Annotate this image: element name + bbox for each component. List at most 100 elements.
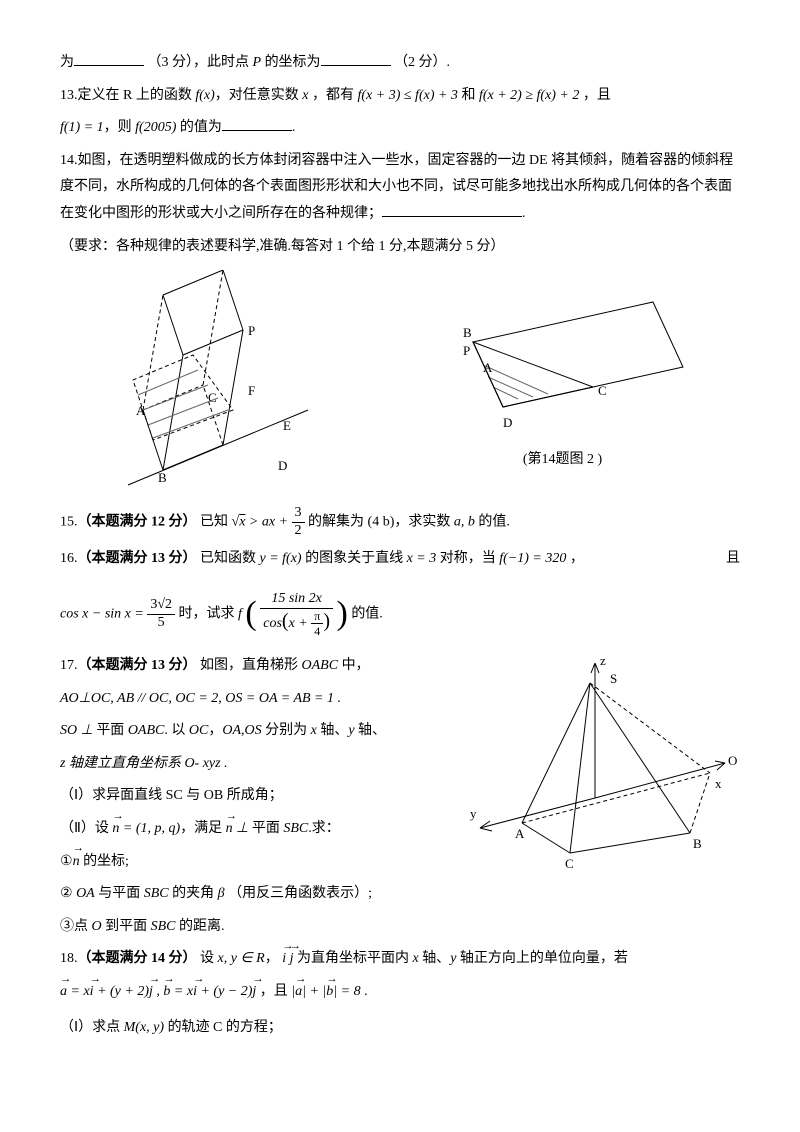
lbl-P: P [463,343,470,358]
frac-3-2: 32 [292,505,305,540]
pts: （本题满分 14 分） [78,951,197,966]
q14-figure-2-wrap: B P A C D (第14题图 2 ) [433,287,693,474]
eq2: f(x + 2) ≥ f(x) + 2 [479,88,579,103]
lbl-A: A [483,360,493,375]
q17: 17.（本题满分 13 分） 如图，直角梯形 OABC 中， AO⊥OC, AB… [60,653,740,946]
q18-l2: a = xi + (y + 2)j , b = xi + (y − 2)j ，且… [60,979,740,1006]
t: 时，试求 [179,607,239,622]
t: 对称，当 [436,551,499,566]
num: 15. [60,515,78,530]
f2005: f(2005) [135,120,176,135]
t: 的解集为 (4 b)，求实数 [308,515,454,530]
l2: AO⊥OC, AB // OC, OC = 2, OS = OA = AB = … [60,691,341,706]
t: ， [566,551,584,566]
blank [74,51,144,66]
t: 的坐标为 [265,55,321,70]
svg-text:x: x [715,776,722,791]
t: ，且 [579,88,611,103]
pts: （本题满分 12 分） [78,515,197,530]
q13: 13.定义在 R 上的函数 f(x)，对任意实数 x ，都有 f(x + 3) … [60,83,740,110]
q12-tail: 为 （3 分），此时点 P 的坐标为 （2 分）. [60,50,740,77]
l4: z 轴建立直角坐标系 O- xyz . [60,756,228,771]
t: 的值为 [176,120,222,135]
lbl-C: C [208,390,217,405]
eq1: f(x + 3) ≤ f(x) + 3 [358,88,458,103]
t: 为直角坐标平面内 [297,951,413,966]
lbl-A: A [136,403,146,418]
f: f [238,607,242,622]
q17-figure: z S O y A C B x [460,653,740,873]
svg-text:y: y [470,806,477,821]
xy: x, y ∈ R [218,951,265,966]
lbl-B: B [158,470,167,485]
yfx: y = f(x) [260,551,302,566]
q14-figure-1: A B C D E F P [108,270,338,490]
svg-text:B: B [693,836,702,851]
pts: （本题满分 13 分） [78,551,197,566]
num: 16. [60,551,78,566]
p1: （Ⅰ）求异面直线 SC 与 OB 所成角； [60,783,460,810]
frac-big: 15 sin 2x cos(x + π4) [260,591,333,639]
lbl-F: F [248,383,255,398]
pts: （本题满分 13 分） [78,658,197,673]
t: 如图，直角梯形 [200,658,302,673]
svg-text:A: A [515,826,525,841]
lbl-E: E [283,418,291,433]
t: 已知函数 [200,551,260,566]
t: 中， [338,658,370,673]
t: 且 [726,546,740,573]
svg-text:z: z [600,653,606,668]
q14-figures: A B C D E F P B P A C [60,270,740,490]
q15: 15.（本题满分 12 分） 已知 √x > ax + 32 的解集为 (4 b… [60,505,740,540]
frac-3r2-5: 3√25 [147,597,175,632]
lbl-C: C [598,383,607,398]
t: ， [265,951,279,966]
lbl-P: P [248,323,255,338]
svg-text:C: C [565,856,574,871]
fx: f(x) [195,88,214,103]
t: 为 [60,55,74,70]
ab: a, b [454,515,475,530]
var-P: P [253,55,262,70]
svg-text:O: O [728,753,737,768]
q16-l2: cos x − sin x = 3√25 时，试求 f ( 15 sin 2x … [60,582,740,647]
num: 14. [60,153,78,168]
t: 已知 [200,515,228,530]
t: 和 [458,88,479,103]
t: 轴正方向上的单位向量，若 [456,951,628,966]
num: 17. [60,658,78,673]
t: ，对任意实数 [215,88,303,103]
t: 轴、 [419,951,451,966]
t: 的图象关于直线 [302,551,407,566]
q16: 16.（本题满分 13 分） 已知函数 y = f(x) 的图象关于直线 x =… [60,546,740,573]
t: ，则 [104,120,136,135]
t: 定义在 R 上的函数 [78,88,196,103]
f1: f(1) = 1 [60,120,104,135]
svg-text:S: S [610,671,617,686]
q18: 18.（本题满分 14 分） 设 x, y ∈ R， i j 为直角坐标平面内 … [60,946,740,973]
q14-figure-2: B P A C D [433,287,693,437]
lbl-D: D [503,415,512,430]
num: 13. [60,88,78,103]
lbl-B: B [463,325,472,340]
blank [382,202,522,217]
q14-note: （要求：各种规律的表述要科学,准确.每答对 1 个给 1 分,本题满分 5 分） [60,234,740,261]
fig2-caption: (第14题图 2 ) [433,447,693,474]
t: ，都有 [309,88,358,103]
t: 设 [200,951,218,966]
blank [321,51,391,66]
t: （2 分）. [394,55,450,70]
t: 的值. [351,607,383,622]
t: （3 分），此时点 [148,55,253,70]
oabc: OABC [302,658,339,673]
blank [222,116,292,131]
lhs: cos x − sin x = [60,607,147,622]
num: 18. [60,951,78,966]
x3: x = 3 [407,551,437,566]
t: 的值. [475,515,510,530]
lbl-D: D [278,458,287,473]
q14: 14.如图，在透明塑料做成的长方体封闭容器中注入一些水，固定容器的一边 DE 将… [60,148,740,228]
fm1: f(−1) = 320 [499,551,566,566]
q18-p1: （Ⅰ）求点 M(x, y) 的轨迹 C 的方程； [60,1015,740,1042]
q13-l2: f(1) = 1，则 f(2005) 的值为. [60,115,740,142]
